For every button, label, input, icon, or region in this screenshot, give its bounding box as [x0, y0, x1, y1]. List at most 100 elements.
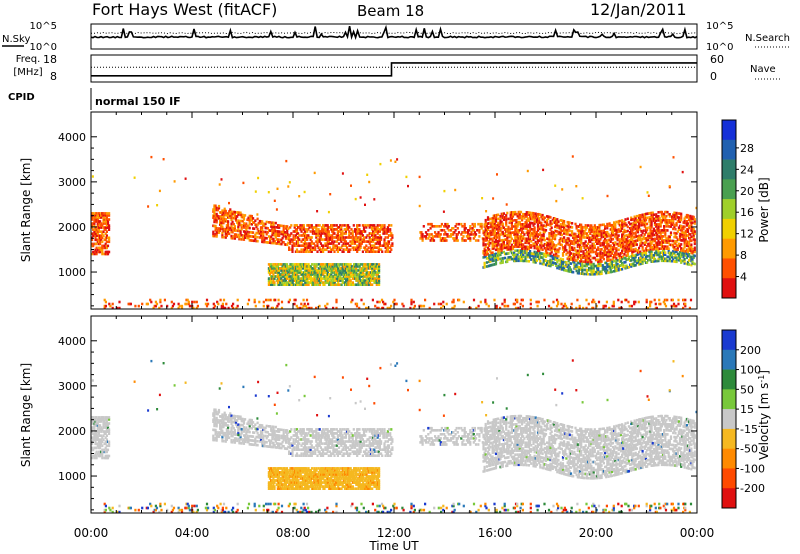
power-point — [673, 246, 676, 249]
power-point — [540, 238, 543, 241]
power-point — [484, 218, 487, 222]
power-point — [678, 218, 682, 222]
power-point — [310, 226, 313, 229]
power-point — [493, 220, 496, 223]
power-point — [556, 218, 559, 221]
power-point — [273, 275, 276, 278]
power-point — [351, 267, 354, 270]
power-point — [602, 306, 605, 310]
power-point — [172, 302, 176, 306]
power-point — [665, 239, 668, 242]
power-point — [272, 279, 275, 282]
power-point — [365, 250, 368, 253]
power-point — [461, 239, 464, 242]
power-point — [354, 273, 357, 276]
power-point — [463, 225, 466, 228]
power-point — [367, 273, 370, 276]
power-point — [220, 304, 223, 308]
power-point — [379, 162, 382, 166]
power-point — [647, 242, 650, 246]
power-point — [253, 221, 256, 224]
power-point — [378, 279, 381, 282]
power-point — [440, 302, 443, 306]
power-point — [306, 279, 309, 282]
power-point — [350, 242, 353, 245]
power-point — [618, 256, 621, 259]
power-point — [509, 239, 512, 243]
power-point — [659, 223, 662, 226]
power-point — [535, 245, 538, 248]
power-point — [231, 216, 234, 220]
power-point — [295, 248, 299, 251]
power-point — [575, 253, 578, 256]
power-point — [565, 242, 568, 246]
power-point — [315, 306, 318, 310]
power-point — [683, 258, 686, 261]
power-point — [643, 213, 646, 216]
power-point — [660, 251, 663, 254]
power-point — [556, 220, 559, 223]
power-point — [336, 238, 339, 241]
power-point — [231, 237, 234, 240]
power-point — [660, 210, 663, 214]
power-point — [451, 300, 454, 304]
power-point — [641, 248, 644, 251]
power-point — [642, 217, 645, 220]
power-point — [240, 234, 243, 237]
power-point — [290, 232, 293, 235]
power-point — [111, 306, 114, 310]
power-point — [360, 269, 364, 272]
power-point — [418, 204, 421, 208]
power-point — [242, 226, 246, 229]
power-point — [656, 233, 659, 236]
power-point — [671, 253, 674, 257]
power-point — [509, 211, 512, 214]
power-point — [490, 223, 493, 226]
power-point — [428, 233, 431, 236]
power-point — [644, 251, 648, 254]
power-point — [318, 246, 321, 249]
power-point — [634, 243, 637, 247]
power-point — [656, 235, 659, 238]
power-point — [284, 271, 287, 274]
power-point — [285, 265, 289, 268]
power-point — [538, 245, 541, 249]
power-point — [542, 228, 545, 231]
power-point — [680, 261, 683, 264]
power-point — [576, 239, 579, 242]
power-point — [630, 263, 633, 266]
power-point — [681, 227, 684, 230]
power-point — [693, 250, 696, 254]
power-point — [328, 234, 332, 237]
power-point — [307, 281, 310, 284]
power-point — [360, 267, 364, 270]
power-point — [294, 234, 297, 237]
power-point — [275, 306, 278, 310]
power-point — [92, 234, 95, 237]
power-point — [515, 225, 518, 228]
power-point — [272, 298, 276, 302]
power-point — [505, 222, 508, 225]
power-point — [667, 249, 670, 253]
power-point — [340, 246, 343, 249]
power-point — [331, 224, 334, 227]
power-point — [315, 234, 318, 237]
power-point — [428, 235, 431, 238]
power-point — [455, 237, 458, 240]
power-point — [563, 220, 566, 223]
power-point — [377, 250, 380, 253]
power-point — [219, 219, 222, 222]
power-point — [100, 226, 103, 229]
power-point — [488, 248, 491, 251]
power-point — [597, 242, 600, 245]
power-point — [430, 222, 433, 226]
power-point — [335, 279, 339, 282]
power-point — [193, 300, 196, 304]
power-point — [556, 256, 559, 260]
power-point — [364, 230, 367, 233]
power-point — [331, 230, 334, 233]
power-point — [636, 228, 640, 232]
power-point — [650, 242, 653, 245]
power-point — [625, 266, 628, 270]
power-point — [641, 254, 644, 257]
